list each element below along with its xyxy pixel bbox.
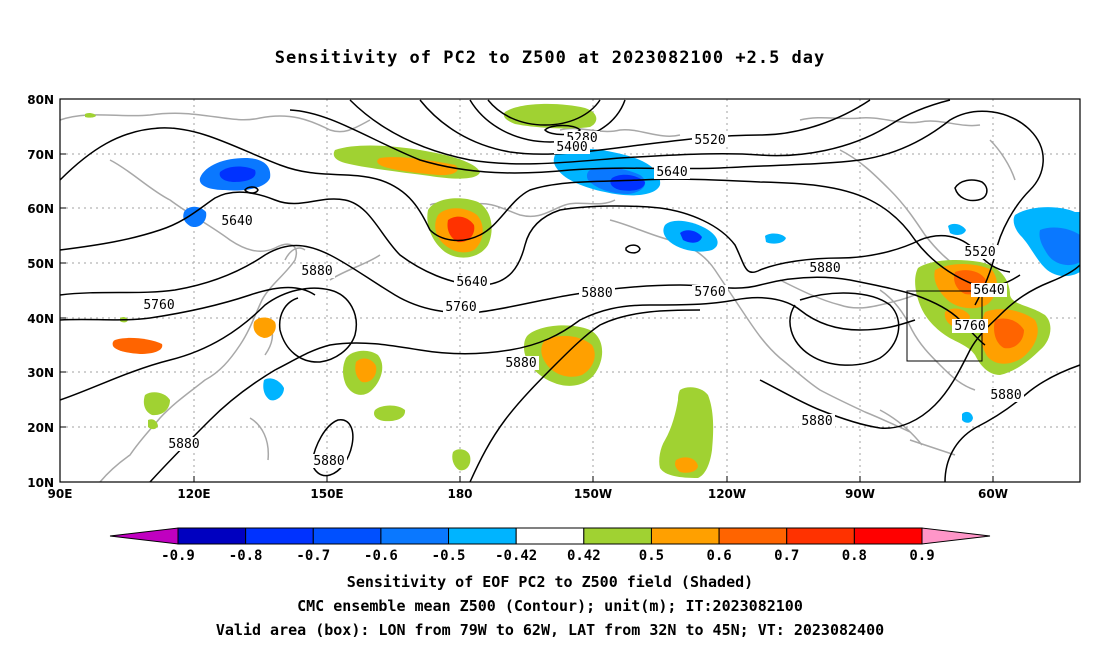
plot-title: Sensitivity of PC2 to Z500 at 2023082100… [274,48,826,68]
contour-label: 5880 [313,454,344,469]
colorbar-label: 0.5 [639,548,664,564]
lon-tick-label: 90E [48,487,73,501]
contour-label: 5880 [801,414,832,429]
colorbar: -0.9 -0.8 -0.7 -0.6 -0.5 -0.42 0.42 0.5 0.6 0.7 0.… [109,527,991,564]
caption-shading: Sensitivity of EOF PC2 to Z500 field (Sh… [346,573,754,591]
lon-tick-label: 120W [708,487,746,501]
contour-label: 5640 [973,283,1004,298]
contour-label-bg [141,298,177,312]
colorbar-label: 0.6 [706,548,731,564]
contour-label-bg [219,214,255,228]
contour-label-bg [962,245,998,259]
contour-label: 5880 [581,286,612,301]
colorbar-swatch [177,527,247,545]
colorbar-swatch [718,527,788,545]
contour-label: 5640 [456,275,487,290]
colorbar-swatch [583,527,652,545]
lon-tick-label: 150E [310,487,343,501]
lat-tick-label: 70N [27,148,54,162]
colorbar-swatch [312,527,382,545]
colorbar-swatch [786,527,855,545]
lon-tick-label: 60W [978,487,1008,501]
contour-label-bg [299,264,335,278]
colorbar-swatch [448,527,517,545]
lat-tick-label: 20N [27,421,54,435]
contour-label-bg [554,140,590,154]
lon-tick-label: 150W [574,487,612,501]
contour-label-bg [166,437,202,451]
lat-tick-label: 80N [27,93,54,107]
contour-label: 5520 [964,245,995,260]
colorbar-low-arrow [109,527,179,545]
contour-label: 5640 [656,165,687,180]
contour-label: 5880 [301,264,332,279]
contour-label: 5520 [694,133,725,148]
colorbar-label: -0.5 [432,548,466,564]
contour-label-bg [692,285,728,299]
contour-label: 5880 [168,437,199,452]
colorbar-label: -0.6 [364,548,398,564]
colorbar-label: 0.42 [567,548,601,564]
contour-label-bg [807,261,843,275]
contour-label: 5640 [221,214,252,229]
caption-valid-area: Valid area (box): LON from 79W to 62W, L… [215,621,885,639]
map-frame [59,98,1081,483]
colorbar-label: 0.9 [909,548,934,564]
caption-contour: CMC ensemble mean Z500 (Contour); unit(m… [297,597,803,615]
contour-label-bg [311,454,347,468]
contour-label-bg [579,286,615,300]
contour-label-bg [443,300,479,314]
colorbar-label: -0.8 [229,548,263,564]
lat-tick-label: 40N [27,312,54,326]
contour-label-bg [971,283,1007,297]
contour-label: 5400 [556,140,587,155]
contour-label: 5880 [809,261,840,276]
colorbar-high-arrow [921,527,991,545]
sensitivity-shading [85,103,1080,478]
contour-label: 5760 [445,300,476,315]
lat-tick-label: 50N [27,257,54,271]
colorbar-swatch [515,527,585,545]
colorbar-label: 0.8 [842,548,867,564]
contour-label-bg [952,319,988,333]
z500-contours [59,99,1081,483]
colorbar-swatch [650,527,720,545]
colorbar-label: 0.7 [774,548,799,564]
contour-label-bg [799,414,835,428]
contour-label: 5760 [954,319,985,334]
colorbar-swatch [245,527,314,545]
contour-label: 5880 [990,388,1021,403]
contour-label-bg [692,133,728,147]
contour-label-bg [654,165,690,179]
contour-label: 5760 [694,285,725,300]
lat-tick-label: 60N [27,202,54,216]
colorbar-label: -0.9 [161,548,195,564]
lat-tick-label: 10N [27,476,54,490]
colorbar-swatch [380,527,450,545]
contour-label: 5760 [143,298,174,313]
contour-label-bg [988,388,1024,402]
lon-tick-label: 180 [447,487,472,501]
colorbar-swatch [853,527,923,545]
lon-tick-label: 90W [845,487,875,501]
contour-label-bg [454,275,490,289]
contour-label-bg [503,356,539,370]
colorbar-label: -0.42 [495,548,537,564]
contour-label: 5880 [505,356,536,371]
colorbar-label: -0.7 [296,548,330,564]
lon-tick-label: 120E [177,487,210,501]
lat-tick-label: 30N [27,366,54,380]
